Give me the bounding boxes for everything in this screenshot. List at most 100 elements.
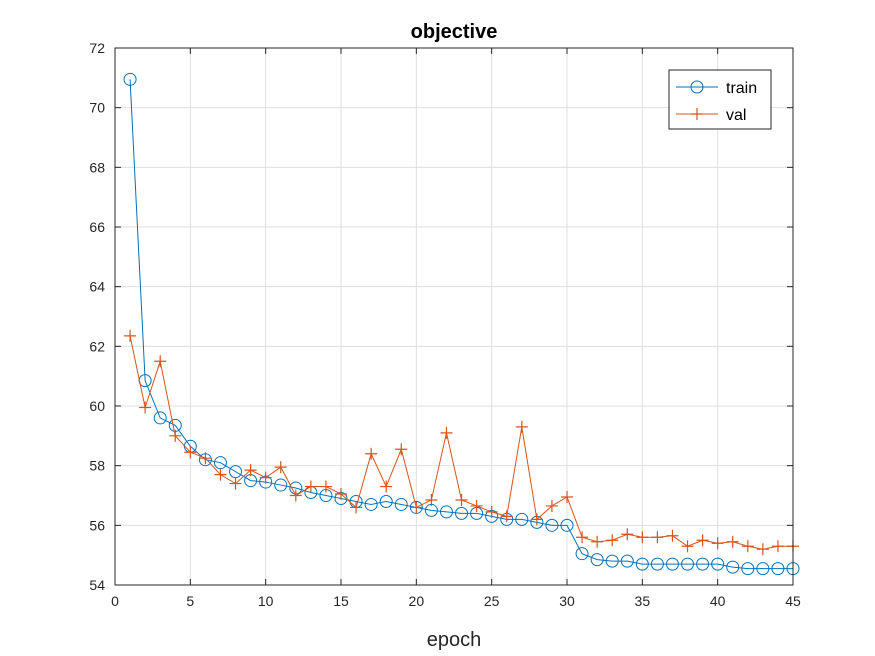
data-point-train <box>635 557 649 571</box>
data-point-val <box>606 534 619 547</box>
data-point-val <box>124 329 137 342</box>
data-point-train <box>756 562 770 576</box>
data-point-val <box>681 540 694 553</box>
data-point-val <box>455 493 468 506</box>
data-point-train <box>650 557 664 571</box>
y-tick-label: 62 <box>89 338 105 354</box>
data-point-val <box>199 452 212 465</box>
x-tick-label: 15 <box>333 593 349 609</box>
data-point-train <box>153 411 167 425</box>
data-point-val <box>530 513 543 526</box>
x-axis-label: epoch <box>427 629 482 651</box>
data-point-val <box>244 464 257 477</box>
data-point-train <box>545 518 559 532</box>
grid-lines <box>114 47 794 586</box>
data-point-val <box>621 528 634 541</box>
data-point-train <box>711 557 725 571</box>
data-point-train <box>379 494 393 508</box>
data-point-val <box>696 534 709 547</box>
data-point-val <box>561 490 573 503</box>
data-point-val <box>319 480 332 493</box>
data-point-val <box>500 510 513 523</box>
x-tick-label: 25 <box>484 593 500 609</box>
plot-border <box>114 47 794 586</box>
y-tick-label: 70 <box>89 100 105 116</box>
data-point-val <box>440 426 453 439</box>
data-point-train <box>590 553 604 567</box>
data-point-val <box>591 535 604 548</box>
data-point-val <box>515 420 528 433</box>
data-point-val <box>576 531 589 544</box>
x-tick-label: 35 <box>635 593 651 609</box>
data-point-train <box>620 554 634 568</box>
data-point-train <box>364 497 378 511</box>
data-point-val <box>350 501 363 514</box>
data-point-val <box>229 477 242 490</box>
data-point-val <box>425 493 438 506</box>
x-tick-label: 0 <box>111 593 119 609</box>
x-tick-label: 10 <box>258 593 274 609</box>
data-point-train <box>726 560 740 574</box>
data-point-train <box>771 562 785 576</box>
data-point-train <box>681 557 695 571</box>
data-point-val <box>380 480 393 493</box>
data-point-val <box>154 355 167 368</box>
data-point-val <box>184 446 197 459</box>
legend-label: train <box>726 80 757 97</box>
y-tick-label: 54 <box>89 577 105 593</box>
y-tick-label: 68 <box>89 159 105 175</box>
y-tick-label: 58 <box>89 458 105 474</box>
data-point-val <box>485 505 498 518</box>
data-point-train <box>394 497 408 511</box>
y-tick-label: 72 <box>89 40 105 56</box>
data-point-val <box>711 537 724 550</box>
data-point-train <box>696 557 710 571</box>
data-point-val <box>470 499 483 512</box>
x-tick-label: 40 <box>710 593 726 609</box>
data-point-val <box>304 480 317 493</box>
legend-label: val <box>726 107 746 124</box>
data-point-train <box>560 518 574 532</box>
data-point-train <box>455 506 469 520</box>
data-point-val <box>756 543 769 556</box>
x-tick-label: 45 <box>785 593 801 609</box>
data-point-val <box>214 468 227 481</box>
data-point-val <box>335 488 347 501</box>
x-tick-label: 20 <box>409 593 425 609</box>
x-tick-label: 30 <box>559 593 575 609</box>
data-point-val <box>651 531 664 544</box>
legend: train val <box>668 69 772 130</box>
data-point-val <box>741 540 754 553</box>
chart-title: objective <box>411 21 498 43</box>
data-point-train <box>439 505 453 519</box>
series-train <box>123 72 800 576</box>
data-point-train <box>605 554 619 568</box>
data-point-val <box>395 443 408 456</box>
y-tick-label: 56 <box>89 517 105 533</box>
legend-box <box>668 69 772 130</box>
data-point-val <box>365 447 378 460</box>
legend-marker <box>690 80 704 94</box>
y-tick-label: 64 <box>89 279 105 295</box>
legend-item-val: val <box>676 107 746 124</box>
data-point-train <box>575 547 589 561</box>
data-point-val <box>410 501 423 514</box>
data-point-val <box>259 471 272 484</box>
data-point-val <box>636 531 649 544</box>
legend-marker <box>691 108 703 120</box>
data-point-val <box>545 499 558 512</box>
data-point-train <box>123 72 137 86</box>
data-point-val <box>666 529 679 542</box>
data-point-val <box>771 540 784 553</box>
x-tick-label: 5 <box>186 593 194 609</box>
data-point-train <box>665 557 679 571</box>
axis-ticks: 0 5 10 15 20 25 30 35 40 45 54 56 58 60 62 64 66 68 70 72 <box>89 40 801 609</box>
data-point-val <box>274 461 287 474</box>
legend-item-train: train <box>676 80 757 97</box>
data-point-train <box>741 562 755 576</box>
data-point-val <box>289 489 302 502</box>
plot-area <box>115 48 793 585</box>
data-point-train <box>515 512 529 526</box>
y-tick-label: 66 <box>89 219 105 235</box>
